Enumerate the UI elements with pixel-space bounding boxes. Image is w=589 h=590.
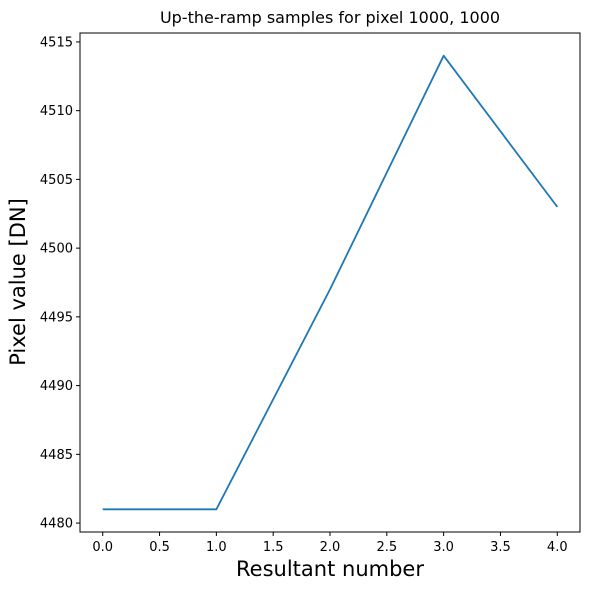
y-tick-label: 4500 <box>40 242 73 257</box>
chart-title: Up-the-ramp samples for pixel 1000, 1000 <box>160 8 500 27</box>
x-tick-label: 4.0 <box>547 540 568 555</box>
y-tick-label: 4515 <box>40 35 73 50</box>
series-line-0 <box>102 54 558 511</box>
plot-frame <box>79 32 581 533</box>
x-tick-label: 3.5 <box>490 540 511 555</box>
x-axis-ticks: 0.0 0.5 1.0 1.5 2.0 2.5 3.0 3.5 4.0 <box>92 532 568 555</box>
x-tick-label: 2.0 <box>320 540 341 555</box>
x-tick-label: 1.0 <box>206 540 227 555</box>
x-axis-label: Resultant number <box>236 557 424 581</box>
y-tick-label: 4505 <box>40 173 73 188</box>
x-tick-label: 2.5 <box>376 540 397 555</box>
y-tick-label: 4495 <box>40 310 73 325</box>
y-tick-label: 4485 <box>40 448 73 463</box>
y-axis-label: Pixel value [DN] <box>6 198 30 366</box>
x-tick-label: 3.0 <box>433 540 454 555</box>
x-tick-label: 0.0 <box>92 540 113 555</box>
plot-area <box>79 32 581 533</box>
x-tick-label: 1.5 <box>263 540 284 555</box>
y-tick-label: 4480 <box>40 517 73 532</box>
x-tick-label: 0.5 <box>149 540 170 555</box>
y-tick-label: 4510 <box>40 104 73 119</box>
y-axis-ticks: 4480 4485 4490 4495 4500 4505 4510 4515 <box>40 35 80 532</box>
y-tick-label: 4490 <box>40 379 73 394</box>
